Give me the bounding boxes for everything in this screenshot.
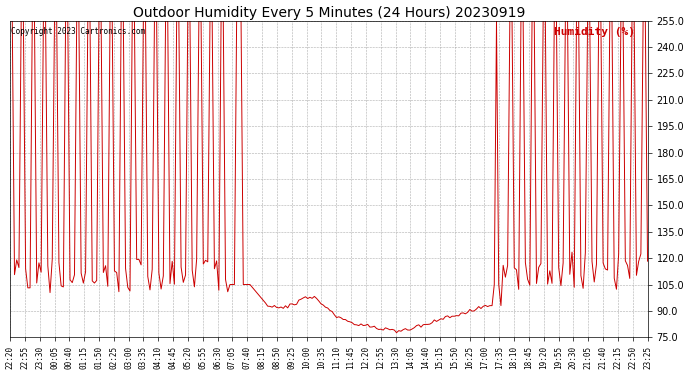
Text: Humidity (%): Humidity (%) xyxy=(554,27,635,37)
Text: Copyright 2023 Cartronics.com: Copyright 2023 Cartronics.com xyxy=(11,27,146,36)
Title: Outdoor Humidity Every 5 Minutes (24 Hours) 20230919: Outdoor Humidity Every 5 Minutes (24 Hou… xyxy=(132,6,525,20)
